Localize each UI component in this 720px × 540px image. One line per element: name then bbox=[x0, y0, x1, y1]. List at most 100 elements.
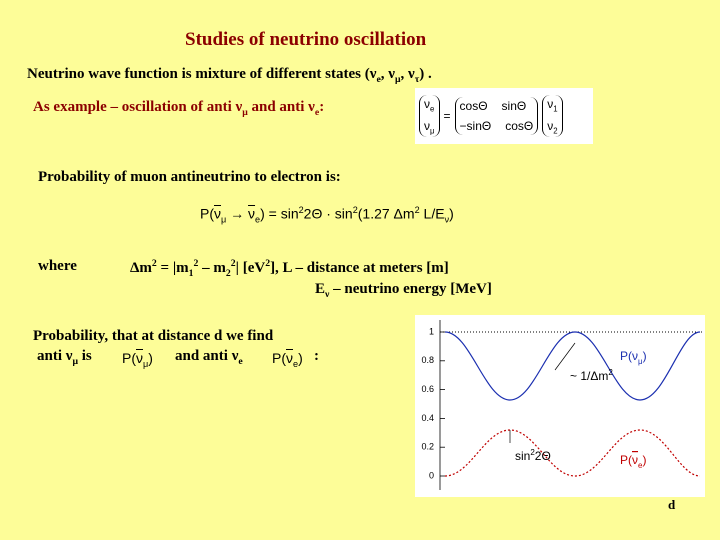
period-pointer bbox=[554, 342, 576, 371]
text: sin bbox=[515, 449, 530, 463]
text: As example – oscillation of anti ν bbox=[33, 99, 243, 115]
matrix-entry: cosΘ bbox=[505, 119, 534, 133]
vector-entry: νe bbox=[424, 97, 435, 113]
text: (1.27 Δm bbox=[357, 205, 415, 222]
plot-label: P(νe) bbox=[620, 453, 646, 469]
text: ) bbox=[148, 350, 153, 366]
text: : bbox=[319, 99, 325, 115]
text: is bbox=[78, 348, 92, 364]
footer: d bbox=[668, 497, 676, 512]
supscript: 2 bbox=[151, 258, 157, 269]
symbol: ν bbox=[286, 350, 293, 366]
text: ) = sin bbox=[260, 205, 299, 222]
subscript: τ bbox=[414, 74, 420, 85]
text: and anti ν bbox=[247, 99, 315, 115]
subscript: μ bbox=[72, 356, 78, 367]
symbol: ν bbox=[248, 205, 256, 222]
text: ν bbox=[547, 119, 554, 133]
vector-entry: νμ bbox=[424, 119, 435, 135]
subscript: μ bbox=[242, 107, 248, 118]
symbol: ν bbox=[632, 453, 638, 467]
subscript: e bbox=[638, 461, 643, 470]
text: – m bbox=[198, 260, 226, 276]
example: As example – oscillation of anti νμ and … bbox=[33, 99, 324, 118]
text: ν bbox=[424, 96, 430, 111]
lhs: νe νμ bbox=[419, 94, 440, 138]
y-tick-label: 0.4 bbox=[421, 413, 434, 423]
matrix-entry: −sinΘ bbox=[459, 119, 492, 133]
mixing-matrix: νe νμ = cosΘ sinΘ −sinΘ cosΘ ν1 ν2 bbox=[415, 88, 593, 144]
distance-text: anti νμ is bbox=[37, 348, 92, 367]
matrix-row: cosΘ sinΘ bbox=[460, 99, 534, 113]
subscript: e bbox=[255, 214, 261, 225]
text: anti ν bbox=[37, 348, 73, 364]
p-e: P(νe) bbox=[272, 350, 303, 369]
text: P( bbox=[122, 350, 136, 366]
colon: : bbox=[314, 348, 319, 364]
y-tick-label: 1 bbox=[429, 326, 434, 336]
text: ~ 1/Δm bbox=[570, 369, 608, 383]
y-tick-label: 0 bbox=[429, 470, 434, 480]
text: and anti ν bbox=[175, 348, 239, 364]
where: where bbox=[38, 258, 77, 274]
subscript: e bbox=[376, 74, 381, 85]
text: ) bbox=[298, 350, 303, 366]
subscript: μ bbox=[143, 358, 149, 369]
text: → bbox=[226, 205, 249, 222]
intro: Neutrino wave function is mixture of dif… bbox=[27, 66, 432, 85]
text: ) . bbox=[419, 66, 432, 82]
text: P( bbox=[200, 205, 214, 222]
supscript: 2 bbox=[608, 368, 613, 377]
text: P( bbox=[620, 453, 632, 467]
subscript: μ bbox=[221, 214, 227, 225]
text: ) bbox=[642, 453, 646, 467]
p-mu: P(νμ) bbox=[122, 350, 153, 369]
plot-label: P(νμ) bbox=[620, 349, 647, 365]
text: P( bbox=[272, 350, 286, 366]
text: = |m bbox=[156, 260, 189, 276]
supscript: 2 bbox=[230, 258, 236, 269]
text: – neutrino energy [MeV] bbox=[329, 281, 492, 297]
matrix-entry: cosΘ bbox=[459, 99, 488, 113]
supscript: 2 bbox=[352, 205, 358, 215]
y-tick-label: 0.6 bbox=[421, 384, 434, 394]
probability-intro: Probability of muon antineutrino to elec… bbox=[38, 169, 341, 185]
p-mu-curve bbox=[444, 331, 701, 401]
subscript: 2 bbox=[225, 268, 231, 279]
subscript: ν bbox=[444, 214, 450, 225]
distance-text: Probability, that at distance d we find bbox=[33, 328, 274, 344]
matrix-entry: sinΘ bbox=[501, 99, 527, 113]
subscript: μ bbox=[638, 357, 643, 366]
subscript: 1 bbox=[553, 104, 558, 113]
subscript: μ bbox=[430, 126, 435, 136]
text: , ν bbox=[380, 66, 395, 82]
symbol: ν bbox=[136, 350, 143, 366]
rhs: ν1 ν2 bbox=[542, 94, 563, 138]
vector-entry: ν1 bbox=[547, 97, 557, 113]
text: ) bbox=[643, 349, 647, 363]
text: P(ν bbox=[620, 349, 638, 363]
text: 2Θ bbox=[535, 449, 551, 463]
text: Δm bbox=[130, 260, 152, 276]
text: Neutrino wave function is mixture of dif… bbox=[27, 66, 377, 82]
text: ν bbox=[424, 119, 430, 133]
symbol: ν bbox=[214, 205, 221, 222]
y-tick-label: 0.8 bbox=[421, 355, 434, 365]
plot-label: ~ 1/Δm2 bbox=[570, 368, 613, 384]
text: E bbox=[315, 281, 326, 297]
subscript: e bbox=[238, 356, 243, 367]
plot: P(νμ) ~ 1/Δm2 sin22Θ P(νe) 00.20.40.60.8… bbox=[415, 315, 705, 497]
subscript: e bbox=[430, 104, 435, 113]
subscript: μ bbox=[394, 74, 401, 85]
text: | [eV bbox=[235, 260, 266, 276]
supscript: 2 bbox=[298, 205, 304, 215]
text: 2Θ · sin bbox=[303, 205, 353, 222]
supscript: 2 bbox=[193, 258, 199, 269]
formula: P(νμ → νe) = sin22Θ · sin2(1.27 Δm2 L/Eν… bbox=[200, 205, 454, 224]
text: ν bbox=[547, 96, 554, 111]
subscript: 1 bbox=[188, 268, 194, 279]
text: ) bbox=[449, 205, 454, 222]
matrix-row: −sinΘ cosΘ bbox=[460, 119, 534, 133]
matrix: cosΘ sinΘ −sinΘ cosΘ bbox=[454, 97, 539, 135]
